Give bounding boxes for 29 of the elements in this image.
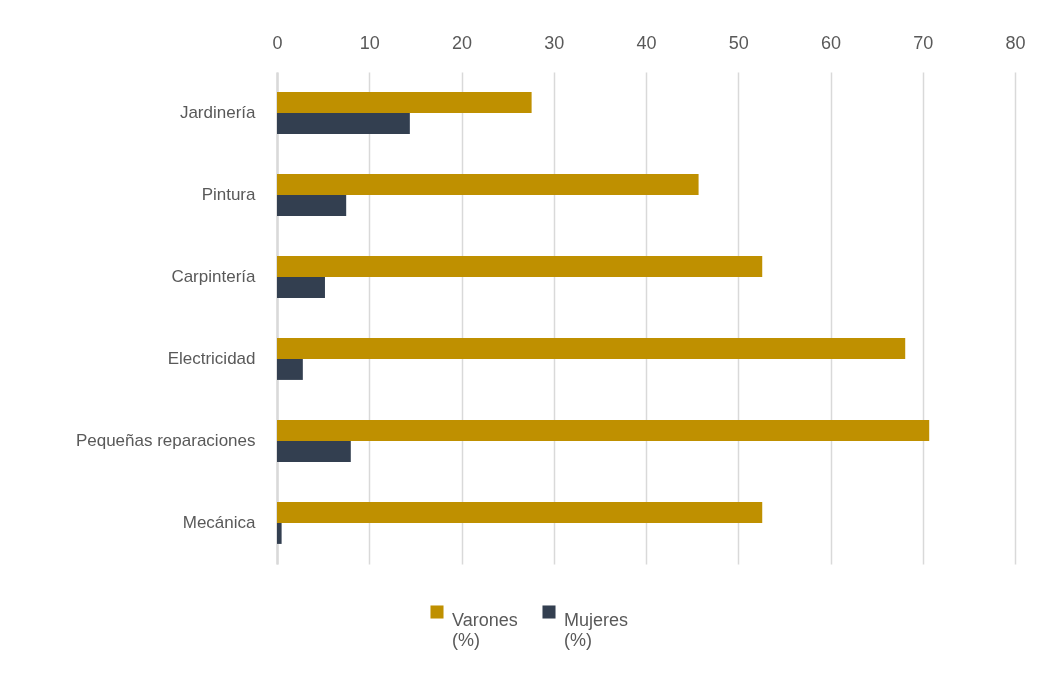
x-tick-label: 50	[728, 32, 749, 53]
x-tick-label: 70	[913, 32, 934, 53]
bar	[277, 502, 763, 523]
y-tick-label: Carpintería	[171, 267, 257, 286]
y-tick-label: Electricidad	[167, 349, 256, 368]
legend-label: Mujeres (%)	[564, 610, 629, 650]
bar	[277, 441, 351, 462]
x-tick-label: 30	[544, 32, 565, 53]
y-tick-label: Jardinería	[179, 103, 257, 122]
y-tick-label: Pintura	[201, 185, 257, 204]
y-tick-label: Pequeñas reparaciones	[75, 431, 256, 450]
bar	[277, 195, 347, 216]
bar	[277, 420, 930, 441]
bar	[277, 277, 325, 298]
x-tick-label: 40	[636, 32, 657, 53]
x-tick-label: 60	[820, 32, 842, 53]
x-tick-label: 10	[359, 32, 380, 53]
bar	[277, 338, 906, 359]
bar	[277, 92, 532, 113]
x-tick-label: 80	[1005, 32, 1026, 53]
legend-label: Varones (%)	[452, 610, 518, 650]
x-tick-label: 20	[451, 32, 473, 53]
bar	[277, 113, 410, 134]
x-tick-label: 0	[272, 32, 283, 53]
y-tick-label: Mecánica	[182, 513, 257, 532]
bar	[277, 523, 282, 544]
bar	[277, 256, 763, 277]
bar	[277, 359, 303, 380]
bar	[277, 174, 699, 195]
